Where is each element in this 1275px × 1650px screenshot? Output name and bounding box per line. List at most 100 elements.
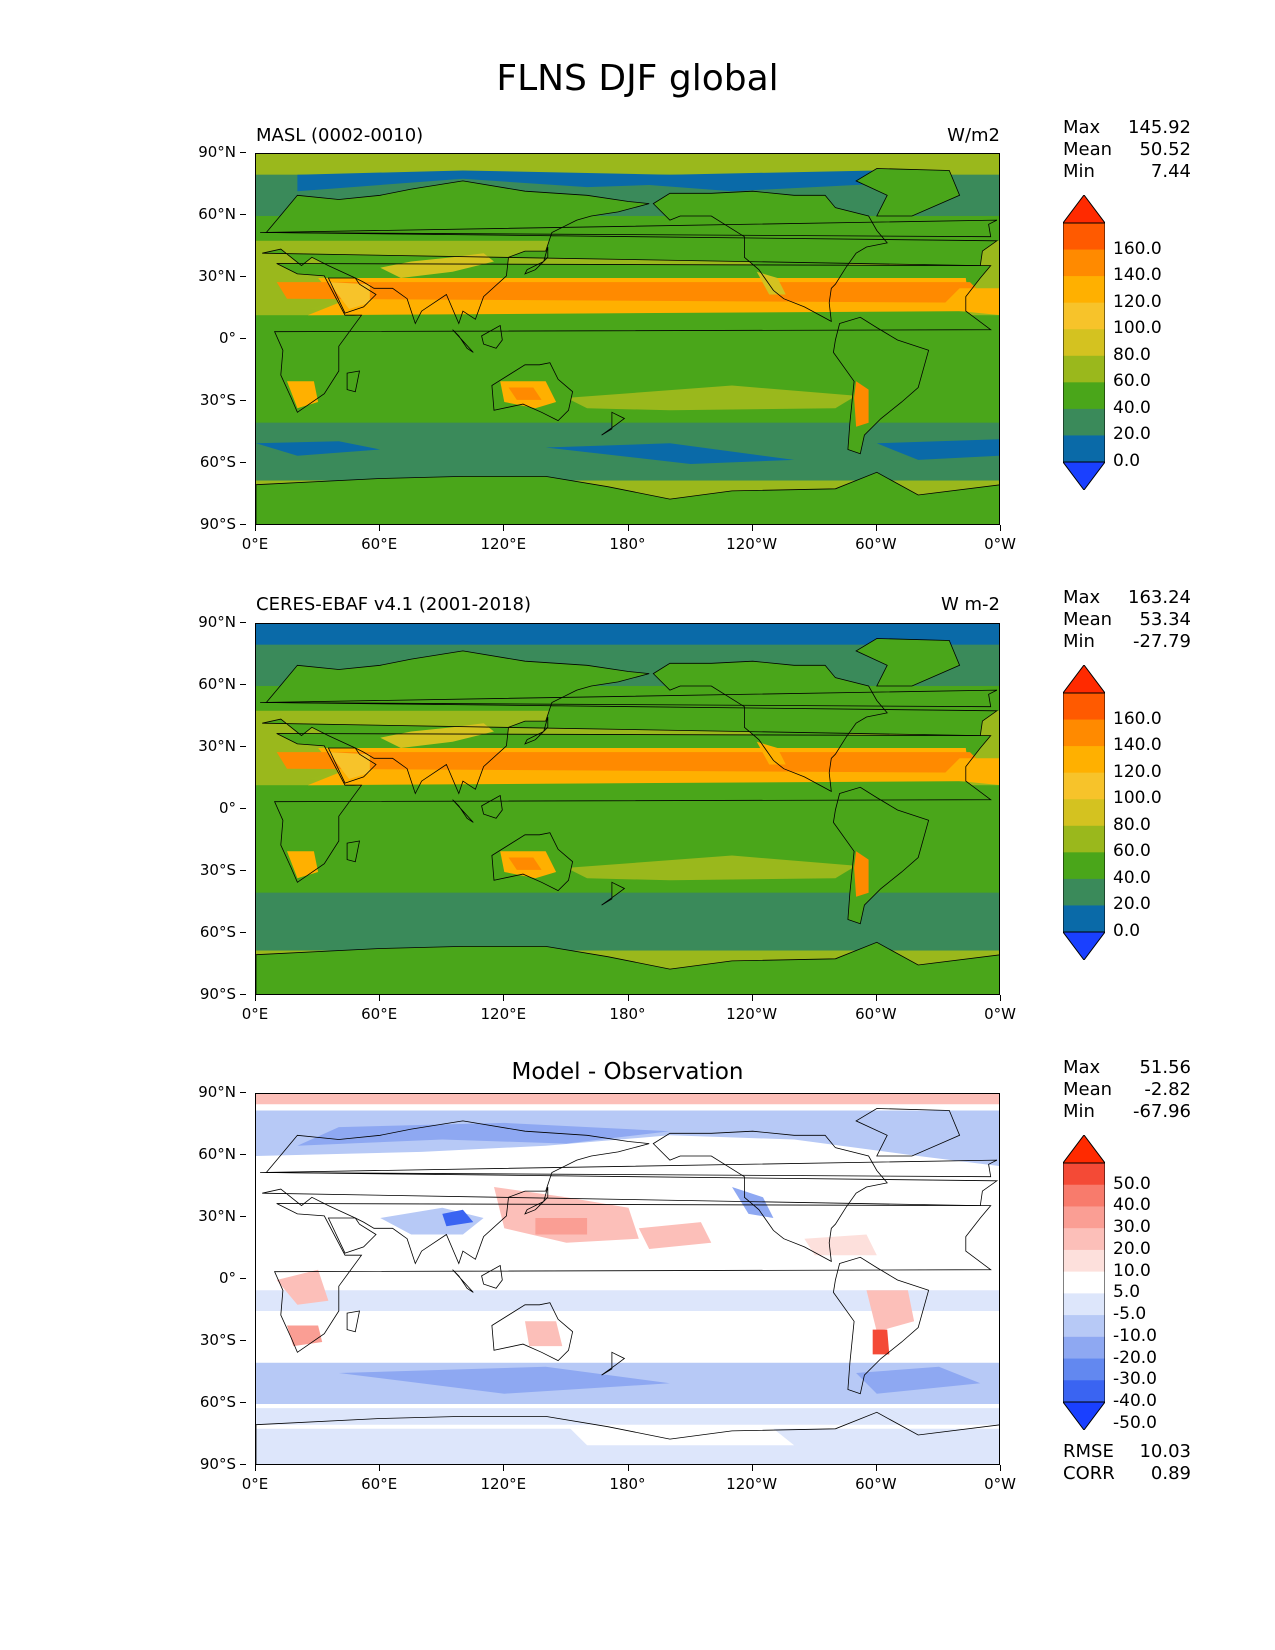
coastline (601, 1351, 626, 1376)
land-fill (260, 220, 997, 237)
coastline (273, 263, 992, 413)
diff-region (338, 1366, 670, 1394)
lon-tick-mark (255, 525, 256, 531)
colorbar-segment (1063, 1228, 1105, 1251)
lon-tick-mark (751, 1465, 753, 1471)
colorbar-tick-label: 20.0 (1113, 894, 1151, 915)
colorbar-extension-bottom (1063, 461, 1105, 490)
colorbar-segment (1063, 302, 1105, 330)
lon-tick-label: 0°E (241, 535, 269, 553)
colorbar-segment (1063, 1380, 1105, 1403)
lon-tick-label: 60°E (361, 1005, 398, 1023)
desert-region (508, 387, 542, 400)
colorbar-tick-label: 140.0 (1113, 735, 1162, 756)
lon-tick-label: 60°W (855, 1005, 897, 1023)
lon-tick-mark (255, 1465, 256, 1471)
colorbar-tick-label: -40.0 (1113, 1391, 1157, 1411)
lon-tick-mark (255, 995, 256, 1001)
figure-title: FLNS DJF global (496, 58, 779, 99)
coastline (346, 1310, 361, 1333)
stat-mean-label: Mean (1063, 609, 1113, 630)
colorbar-segment (1063, 693, 1105, 721)
coastline (256, 1411, 999, 1464)
lat-tick-label: 0° (176, 1269, 246, 1287)
diff-region (297, 1122, 670, 1146)
colorbar-tick-label: 20.0 (1113, 424, 1151, 445)
lon-tick-label: 180° (609, 535, 646, 553)
lat-tick-label: 0° (176, 329, 246, 347)
colorbar-tick-label: 40.0 (1113, 1195, 1151, 1216)
lon-tick-mark (503, 1465, 505, 1471)
colorbar-extension-top (1063, 1135, 1105, 1164)
lon-tick-mark (379, 995, 381, 1001)
colorbar-segment (1063, 355, 1105, 383)
corr-label: CORR (1063, 1463, 1115, 1484)
coastline (855, 168, 961, 217)
lat-tick-label: 30°S (176, 1331, 246, 1349)
desert-region (508, 857, 542, 870)
colorbar-segment (1063, 746, 1105, 774)
lat-tick-label: 30°S (176, 391, 246, 409)
colorbar-tick-label: 0.0 (1113, 921, 1141, 941)
coastline (481, 794, 503, 819)
stat-min-label: Min (1063, 631, 1095, 652)
rmse-label: RMSE (1063, 1441, 1114, 1462)
panel3-metrics: RMSE 10.03 CORR 0.89 (1063, 1441, 1191, 1485)
coastline (855, 1108, 961, 1157)
coastline (491, 1302, 574, 1362)
panel3-stats: Max 51.56 Mean -2.82 Min -67.96 (1063, 1057, 1191, 1123)
lon-tick-label: 180° (609, 1005, 646, 1023)
colorbar-segment (1063, 1358, 1105, 1381)
panel3-map (255, 1093, 1000, 1465)
panel2-field-map-svg (256, 624, 999, 994)
lon-tick-mark (751, 525, 753, 531)
desert-region (938, 758, 999, 786)
desert-region (287, 381, 319, 409)
coastline (452, 799, 474, 823)
stat-mean-value: 53.34 (1139, 609, 1191, 630)
lat-tick-label: 60°N (176, 205, 246, 223)
colorbar-tick-label: 80.0 (1113, 344, 1151, 365)
diff-region (732, 1187, 774, 1218)
stat-min-value: -67.96 (1132, 1101, 1191, 1122)
colorbar-segment (1063, 1184, 1105, 1207)
lat-tick-label: 30°N (176, 737, 246, 755)
colorbar-tick-label: 120.0 (1113, 291, 1162, 312)
colorbar-tick-label: 60.0 (1113, 371, 1151, 392)
diff-region (535, 1218, 588, 1235)
lon-tick-mark (1000, 995, 1001, 1001)
diff-region (276, 1269, 329, 1305)
lon-tick-label: 60°E (361, 1475, 398, 1493)
land-fill (256, 472, 999, 524)
coastline (601, 881, 626, 906)
land-fill (256, 942, 999, 994)
field-region (545, 443, 795, 464)
colorbar-segment (1063, 852, 1105, 880)
desert-region (276, 752, 991, 773)
coastline (832, 1256, 930, 1395)
stat-min-value: 7.44 (1150, 161, 1191, 182)
coastline (855, 638, 961, 687)
stat-min-label: Min (1063, 161, 1095, 182)
diff-region (494, 1187, 639, 1243)
coastline (524, 1186, 549, 1215)
coastline (273, 1203, 992, 1353)
colorbar-segment (1063, 1249, 1105, 1273)
coastline (524, 716, 549, 745)
lon-tick-label: 120°E (480, 1475, 527, 1493)
diff-region (804, 1234, 877, 1256)
coastline (346, 840, 361, 863)
coastline (524, 246, 549, 275)
panel1-colorbar (1063, 195, 1105, 490)
colorbar-segment (1063, 1206, 1105, 1229)
colorbar-tick-label: 30.0 (1113, 1217, 1151, 1238)
lat-tick-label: 90°N (176, 143, 246, 161)
lat-tick-label: 60°N (176, 675, 246, 693)
lon-tick-mark (875, 995, 877, 1001)
land-fill (347, 841, 360, 862)
land-fill (601, 882, 625, 906)
coastline (260, 219, 998, 238)
lon-tick-mark (751, 995, 753, 1001)
coastline (262, 1120, 999, 1265)
lon-tick-mark (379, 525, 381, 531)
